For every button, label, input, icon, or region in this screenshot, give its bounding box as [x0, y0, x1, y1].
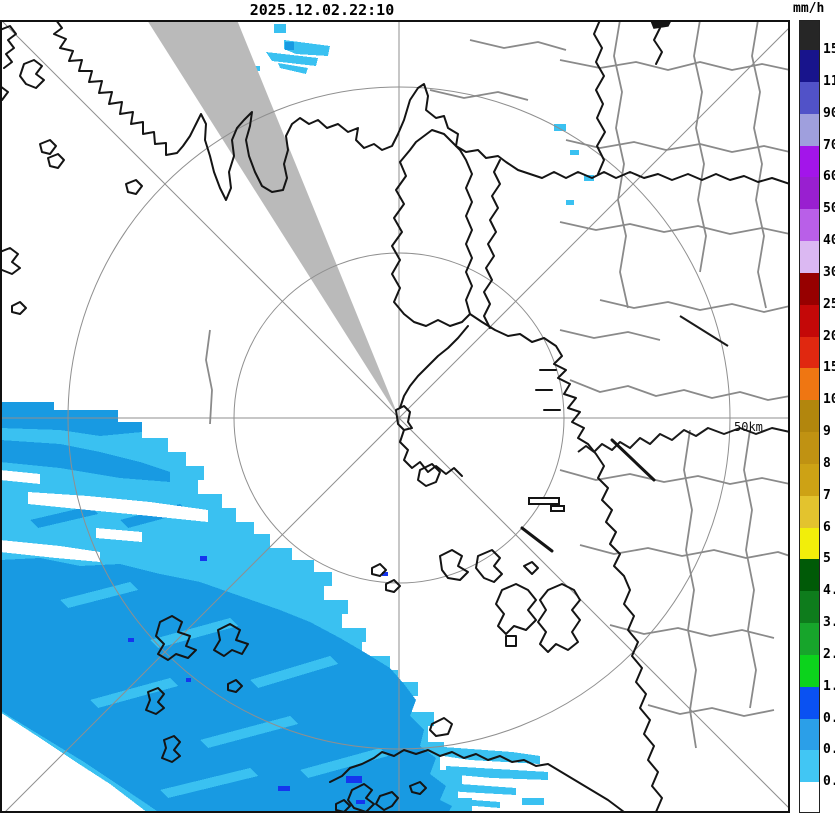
- legend-segment: [799, 496, 820, 528]
- legend-unit-label: mm/h: [793, 1, 825, 16]
- precip-strong-layer: [128, 556, 388, 804]
- legend-segment: [799, 50, 820, 82]
- legend-segment: [799, 591, 820, 623]
- admin-boundaries: [205, 20, 790, 749]
- legend-segment: [799, 241, 820, 273]
- legend-label: 6: [823, 520, 831, 535]
- range-ring-label: 50km: [734, 420, 763, 434]
- legend-label: 2.0: [823, 647, 835, 662]
- legend-segment: [799, 719, 820, 750]
- legend-segment: [799, 400, 820, 432]
- legend-segment: [799, 337, 820, 368]
- legend-segment: [799, 209, 820, 241]
- runway-bar: [550, 505, 565, 512]
- legend-segment: [799, 528, 820, 559]
- coastlines: [0, 20, 790, 813]
- legend-label: 90: [823, 106, 835, 121]
- legend-segment: [799, 146, 820, 177]
- legend-label: 150: [823, 42, 835, 57]
- legend-segment: [799, 687, 820, 719]
- legend-label: 20: [823, 329, 835, 344]
- timestamp: 2025.12.02.22:10: [249, 1, 395, 19]
- legend-label: 5: [823, 551, 831, 566]
- legend-color-bar: [799, 20, 820, 813]
- beam-blockage-wedge: [147, 20, 399, 418]
- radar-map: 50km: [0, 20, 790, 813]
- legend-segment: [799, 782, 820, 813]
- legend-segment: [799, 368, 820, 400]
- legend-label: 0.0: [823, 774, 835, 789]
- legend-label: 50: [823, 201, 835, 216]
- range-rings: [0, 20, 790, 813]
- legend-segment: [799, 655, 820, 687]
- precip-gaps: [0, 468, 254, 562]
- legend-segment: [799, 82, 820, 114]
- legend-segment: [799, 623, 820, 655]
- runway-bar: [528, 497, 560, 505]
- legend-label: 8: [823, 456, 831, 471]
- legend-label: 0.5: [823, 711, 835, 726]
- legend-segment: [799, 114, 820, 146]
- legend-segment: [799, 20, 820, 50]
- precip-medium-layer: [0, 42, 452, 813]
- legend-label: 15: [823, 360, 835, 375]
- legend-segment: [799, 750, 820, 782]
- legend-label: 40: [823, 233, 835, 248]
- legend-border: [799, 20, 820, 813]
- legend-segment: [799, 464, 820, 496]
- legend-label: 10: [823, 392, 835, 407]
- legend-label: 60: [823, 169, 835, 184]
- legend-label: 4.0: [823, 583, 835, 598]
- legend-label: 70: [823, 138, 835, 153]
- legend-label: 25: [823, 297, 835, 312]
- map-border: [0, 20, 790, 813]
- legend-label: 110: [823, 74, 835, 89]
- legend-label: 9: [823, 424, 831, 439]
- legend-label: 7: [823, 488, 831, 503]
- legend-label: 1.0: [823, 679, 835, 694]
- legend-segment: [799, 305, 820, 337]
- legend-label: 30: [823, 265, 835, 280]
- legend-label: 0.1: [823, 742, 835, 757]
- legend-segment: [799, 559, 820, 591]
- legend-label: 3.0: [823, 615, 835, 630]
- legend-segment: [799, 177, 820, 209]
- legend-segment: [799, 432, 820, 464]
- legend-segment: [799, 273, 820, 305]
